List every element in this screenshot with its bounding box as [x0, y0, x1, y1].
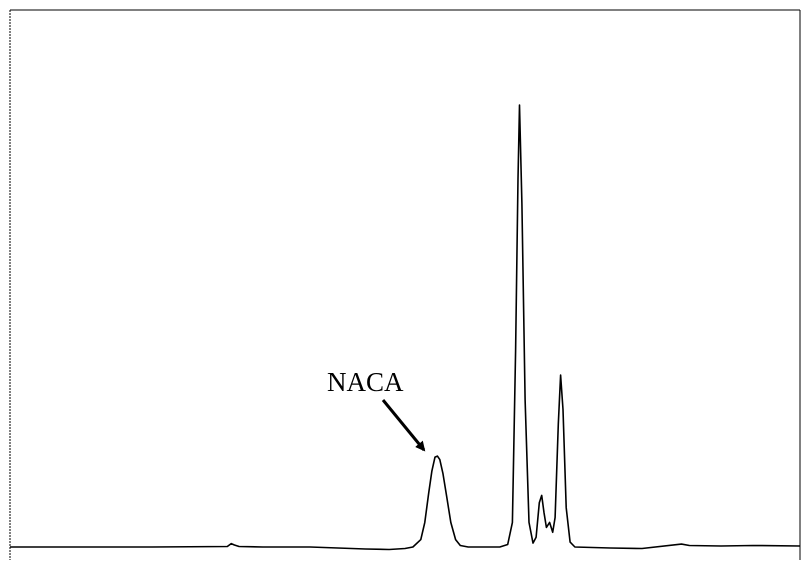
naca-peak-label: NACA	[327, 367, 404, 397]
naca-peak-arrow	[381, 399, 426, 452]
chromatogram-trace	[10, 104, 801, 551]
